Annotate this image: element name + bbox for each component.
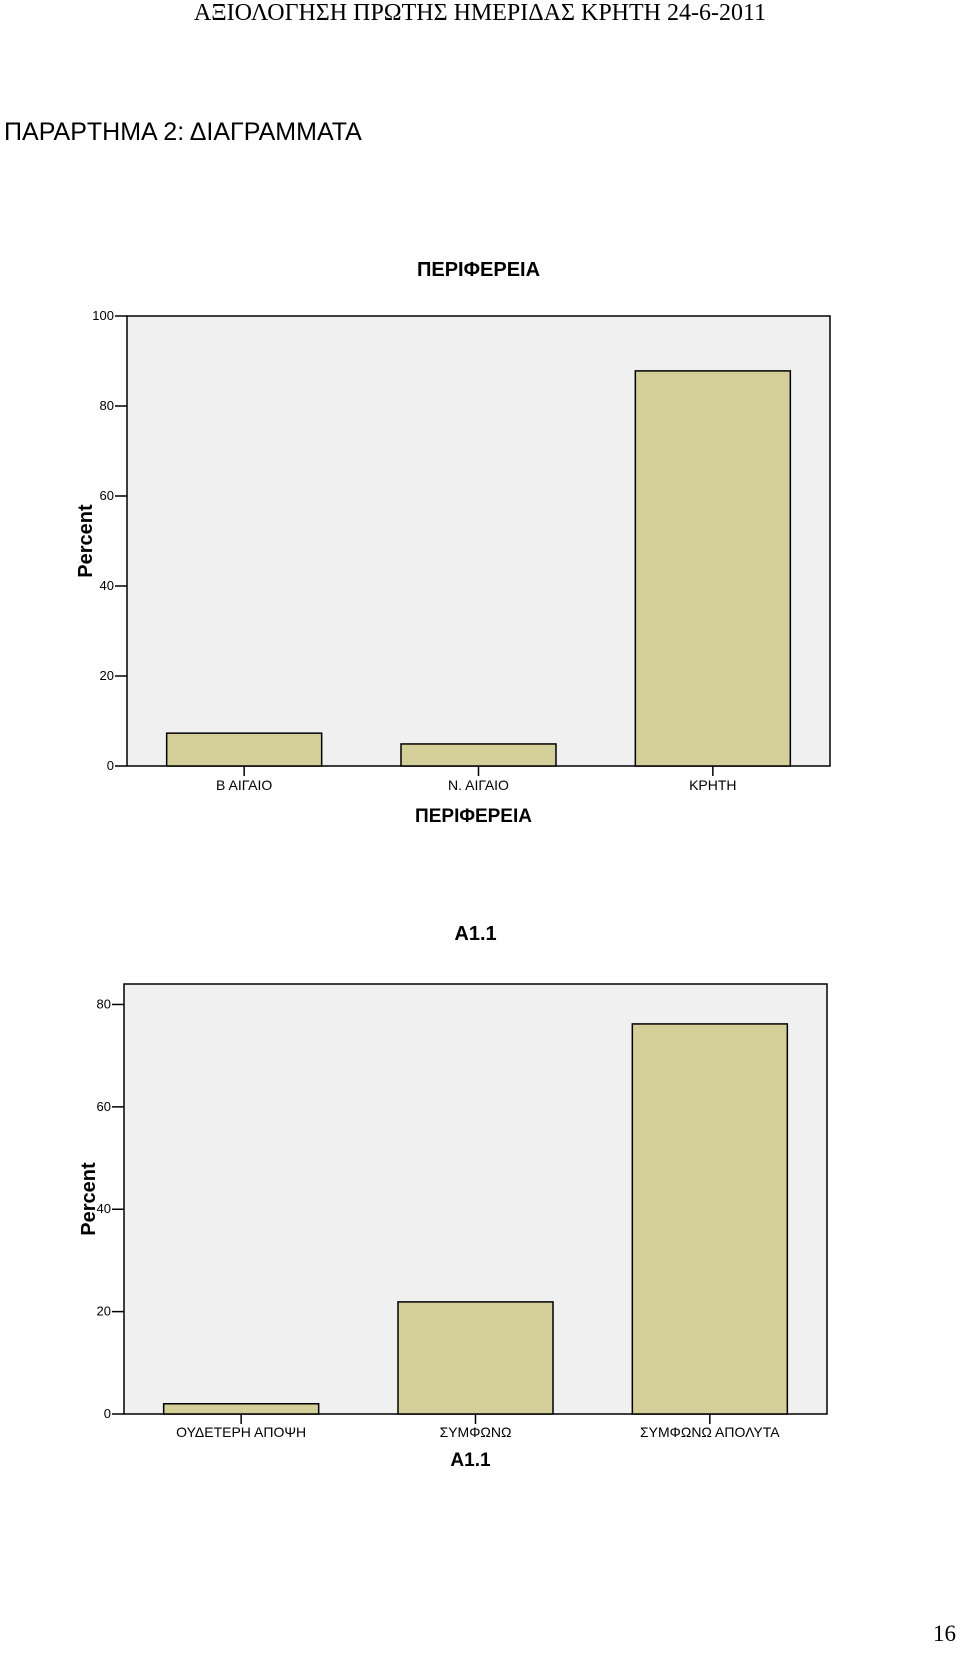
y-tick-label: 60 [97,1099,111,1114]
x-tick-label: Ν. ΑΙΓΑΙΟ [448,777,509,793]
y-tick-label: 0 [104,1406,111,1421]
y-tick-label: 20 [100,668,114,683]
x-axis-label: Α1.1 [450,1450,491,1471]
x-tick-label: ΟΥΔΕΤΕΡΗ ΑΠΟΨΗ [176,1424,306,1440]
bar-chart-region: ΠΕΡΙΦΕΡΕΙΑ 0 20 40 60 80 100 Percent Β ΑΙΓΑΙΟ Ν. … [75,259,831,827]
x-tick-label: ΣΥΜΦΩΝΩ [440,1424,512,1440]
bar-chart-a1-1: Α1.1 0 20 40 60 80 Percent ΟΥΔΕΤΕΡΗ ΑΠΟΨΗ ΣΥΜΦΩΝ… [78,923,828,1471]
bar [162,1403,320,1415]
bar [397,1301,554,1415]
y-tick-label: 40 [97,1201,111,1216]
section-title: ΠΑΡΑΡΤΗΜΑ 2: ΔΙΑΓΡΑΜΜΑΤΑ [4,118,362,146]
x-axis-label: ΠΕΡΙΦΕΡΕΙΑ [415,806,532,827]
y-tick-label: 60 [100,488,114,503]
x-tick-label: ΚΡΗΤΗ [689,777,736,793]
bar [631,1023,789,1415]
y-tick-label: 80 [97,996,111,1011]
bar [634,370,792,767]
y-tick-label: 80 [100,398,114,413]
chart-title: Α1.1 [454,923,496,945]
running-header: ΑΞΙΟΛΟΓΗΣΗ ΠΡΩΤΗΣ ΗΜΕΡΙΔΑΣ ΚΡΗΤΗ 24-6-20… [193,0,767,26]
page-number: 16 [933,1621,956,1646]
y-tick-label: 40 [100,578,114,593]
y-tick-label: 20 [97,1304,111,1319]
y-tick-label: 100 [92,308,114,323]
y-tick-label: 0 [107,758,114,773]
x-tick-label: Β ΑΙΓΑΙΟ [216,777,272,793]
y-axis-label: Percent [78,1162,100,1236]
bar [165,732,323,767]
x-tick-label: ΣΥΜΦΩΝΩ ΑΠΟΛΥΤΑ [640,1424,780,1440]
chart-title: ΠΕΡΙΦΕΡΕΙΑ [417,259,540,281]
y-axis-label: Percent [75,504,97,578]
bar [400,743,557,767]
